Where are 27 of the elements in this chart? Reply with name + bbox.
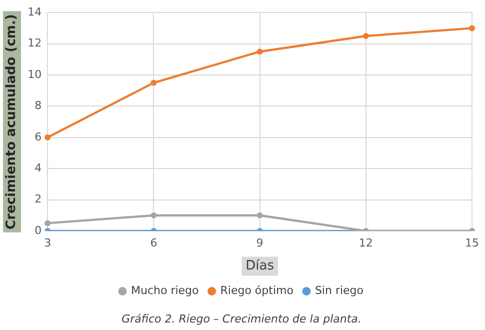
point <box>44 134 51 140</box>
point <box>362 33 369 39</box>
y-tick-label: 4 <box>34 161 42 174</box>
x-tick-label: 9 <box>256 236 264 250</box>
point <box>256 48 263 55</box>
y-tick-label: 10 <box>28 68 42 81</box>
point <box>150 212 157 218</box>
legend-label: Mucho riego <box>130 284 200 298</box>
y-tick-label: 8 <box>34 99 42 112</box>
text: Gráfico 2. Riego – Crecimiento de la planta. <box>122 312 362 326</box>
legend-label: Riego óptimo <box>220 284 294 298</box>
y-tick-label: 6 <box>34 130 42 144</box>
x-tick-label: 3 <box>44 236 52 250</box>
y-tick-label: 12 <box>28 36 42 50</box>
x-tick-label: 6 <box>150 236 158 250</box>
point <box>256 212 263 218</box>
point <box>469 25 475 32</box>
y-tick-label: 2 <box>34 192 42 206</box>
point <box>44 220 51 226</box>
x-tick-label: 15 <box>465 236 479 250</box>
y-tick-label: 14 <box>28 5 42 18</box>
x-axis-title: Días <box>246 258 274 274</box>
y-axis-title: Crecimiento acumulado (cm.) <box>4 14 20 230</box>
x-tick-label: 12 <box>358 236 373 250</box>
point <box>150 80 157 86</box>
legend-label: Sin riego <box>314 284 364 298</box>
y-tick-label: 0 <box>34 224 42 237</box>
